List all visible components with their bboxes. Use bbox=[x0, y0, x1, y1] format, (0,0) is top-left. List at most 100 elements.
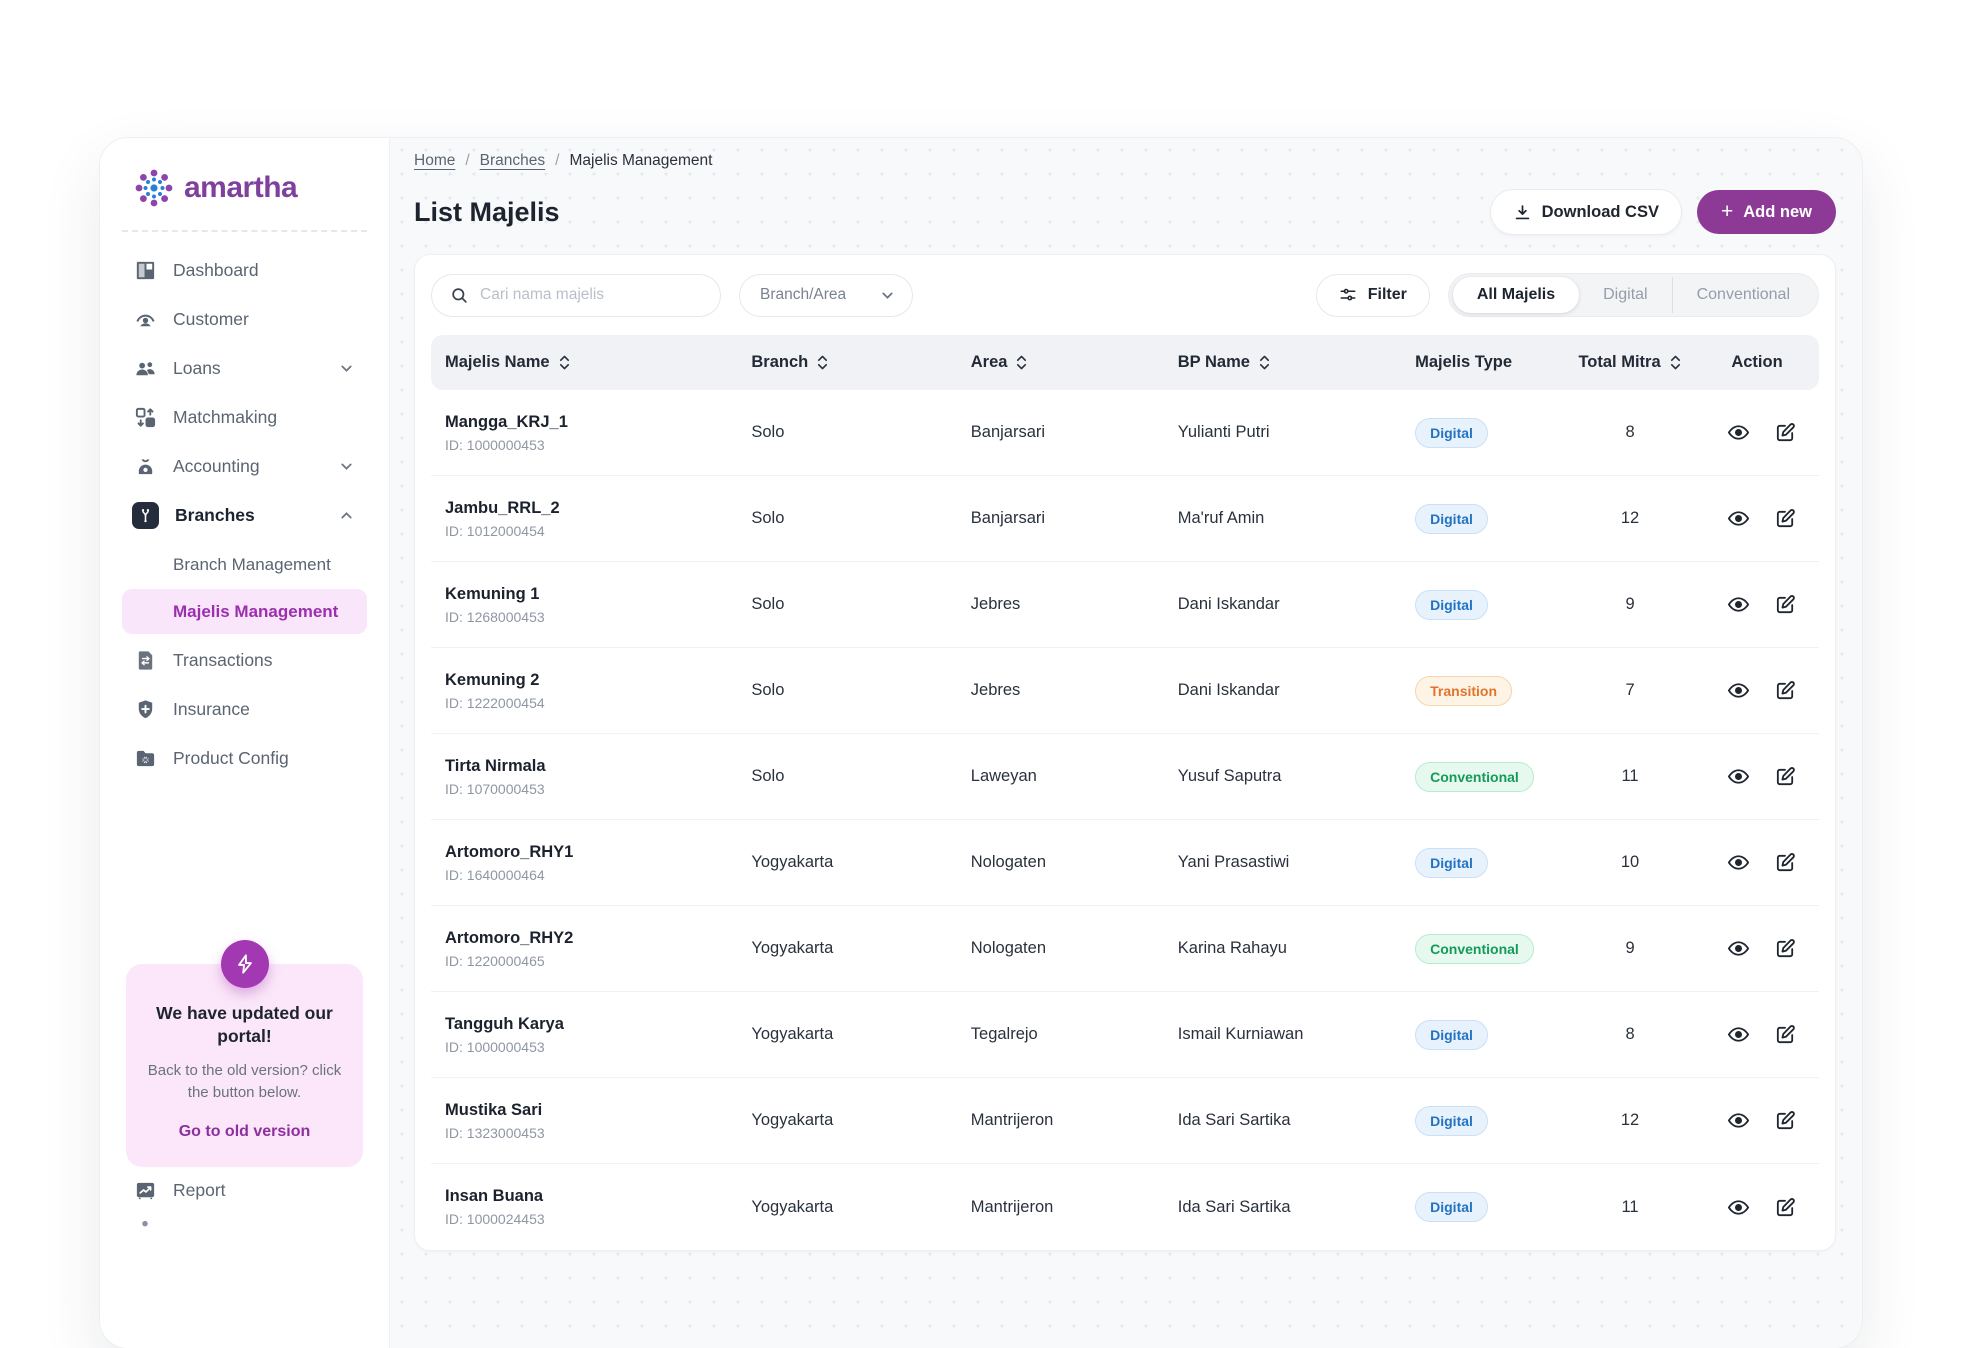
table-row[interactable]: Insan Buana ID: 1000024453 Yogyakarta Ma… bbox=[431, 1164, 1819, 1250]
accounting-icon bbox=[138, 459, 153, 475]
edit-icon[interactable] bbox=[1774, 851, 1797, 874]
filter-button[interactable]: Filter bbox=[1315, 273, 1430, 317]
sidebar-item-insurance[interactable]: Insurance bbox=[122, 685, 367, 734]
sidebar-subitem-majelis-management[interactable]: Majelis Management bbox=[122, 589, 367, 634]
cell-area: Mantrijeron bbox=[970, 1197, 1054, 1216]
cell-branch: Solo bbox=[751, 509, 785, 527]
cell-area: Banjarsari bbox=[970, 423, 1046, 441]
customer-icon bbox=[136, 314, 155, 327]
edit-icon[interactable] bbox=[1774, 1023, 1797, 1046]
search-box[interactable] bbox=[431, 273, 721, 317]
tab-all-majelis[interactable]: All Majelis bbox=[1452, 277, 1580, 313]
sidebar-item-partial[interactable] bbox=[134, 1220, 156, 1247]
majelis-id: ID: 1640000464 bbox=[445, 866, 545, 883]
view-icon[interactable] bbox=[1727, 507, 1750, 530]
view-icon[interactable] bbox=[1727, 937, 1750, 960]
cell-branch: Yogyakarta bbox=[751, 1111, 834, 1129]
table-row[interactable]: Kemuning 2 ID: 1222000454 Solo Jebres Da… bbox=[431, 648, 1819, 734]
sidebar-item-label: Customer bbox=[173, 309, 249, 329]
cell-total-mitra: 10 bbox=[1620, 853, 1640, 871]
sort-icon[interactable] bbox=[816, 354, 829, 371]
edit-icon[interactable] bbox=[1774, 507, 1797, 530]
edit-icon[interactable] bbox=[1774, 679, 1797, 702]
sort-icon[interactable] bbox=[1258, 354, 1271, 371]
filter-label: Filter bbox=[1367, 286, 1407, 303]
sidebar-item-transactions[interactable]: Transactions bbox=[122, 636, 367, 685]
sidebar-item-dashboard[interactable]: Dashboard bbox=[122, 246, 367, 295]
sidebar-item-customer[interactable]: Customer bbox=[122, 295, 367, 344]
view-icon[interactable] bbox=[1727, 1109, 1750, 1132]
col-area: Area bbox=[961, 353, 1168, 372]
table-row[interactable]: Tirta Nirmala ID: 1070000453 Solo Laweya… bbox=[431, 734, 1819, 820]
table-row[interactable]: Artomoro_RHY2 ID: 1220000465 Yogyakarta … bbox=[431, 906, 1819, 992]
view-icon[interactable] bbox=[1727, 765, 1750, 788]
cell-bp-name: Yani Prasastiwi bbox=[1177, 853, 1290, 871]
majelis-type-badge: Conventional bbox=[1415, 933, 1534, 964]
edit-icon[interactable] bbox=[1774, 1196, 1797, 1219]
view-icon[interactable] bbox=[1727, 679, 1750, 702]
majelis-type-badge: Digital bbox=[1415, 1192, 1488, 1222]
go-to-old-version-link[interactable]: Go to old version bbox=[178, 1122, 311, 1140]
tab-conventional[interactable]: Conventional bbox=[1671, 277, 1814, 313]
sidebar-subitem-branch-management[interactable]: Branch Management bbox=[122, 542, 367, 587]
sidebar-item-matchmaking[interactable]: Matchmaking bbox=[122, 393, 367, 442]
table-row[interactable]: Kemuning 1 ID: 1268000453 Solo Jebres Da… bbox=[431, 562, 1819, 648]
majelis-type-tabs: All Majelis Digital Conventional bbox=[1447, 273, 1819, 317]
download-csv-button[interactable]: Download CSV bbox=[1490, 190, 1681, 234]
table-row[interactable]: Tangguh Karya ID: 1000000453 Yogyakarta … bbox=[431, 992, 1819, 1078]
breadcrumb-branches[interactable]: Branches bbox=[479, 152, 546, 169]
edit-icon[interactable] bbox=[1774, 765, 1797, 788]
cell-majelis-type: Digital bbox=[1405, 503, 1561, 534]
sort-icon[interactable] bbox=[1015, 354, 1028, 371]
majelis-type-badge: Conventional bbox=[1415, 761, 1534, 792]
product-config-icon bbox=[136, 750, 155, 767]
cell-bp-name: Ismail Kurniawan bbox=[1177, 1025, 1304, 1043]
brand-logo: amartha bbox=[122, 168, 367, 208]
search-input[interactable] bbox=[480, 286, 702, 304]
sidebar-item-branches[interactable]: Branches bbox=[122, 491, 367, 540]
cell-branch: Solo bbox=[751, 681, 785, 699]
view-icon[interactable] bbox=[1727, 593, 1750, 616]
chevron-down-icon bbox=[341, 463, 352, 470]
edit-icon[interactable] bbox=[1774, 593, 1797, 616]
loans-icon bbox=[136, 362, 155, 376]
table-row[interactable]: Jambu_RRL_2 ID: 1012000454 Solo Banjarsa… bbox=[431, 476, 1819, 562]
sidebar-item-label: Branches bbox=[175, 505, 255, 525]
cell-actions bbox=[1699, 937, 1815, 960]
view-icon[interactable] bbox=[1727, 851, 1750, 874]
table-row[interactable]: Artomoro_RHY1 ID: 1640000464 Yogyakarta … bbox=[431, 820, 1819, 906]
sidebar-item-loans[interactable]: Loans bbox=[122, 344, 367, 393]
cell-total-mitra: 11 bbox=[1621, 767, 1639, 785]
table-row[interactable]: Mustika Sari ID: 1323000453 Yogyakarta M… bbox=[431, 1078, 1819, 1164]
edit-icon[interactable] bbox=[1774, 1109, 1797, 1132]
view-icon[interactable] bbox=[1727, 1023, 1750, 1046]
cell-total-mitra: 12 bbox=[1620, 1111, 1640, 1129]
cell-bp-name: Ida Sari Sartika bbox=[1177, 1111, 1291, 1129]
breadcrumb-home[interactable]: Home bbox=[414, 152, 456, 169]
majelis-id: ID: 1268000453 bbox=[445, 608, 545, 625]
sort-icon[interactable] bbox=[558, 354, 571, 371]
sidebar-item-report[interactable]: Report bbox=[122, 1166, 367, 1215]
table-row[interactable]: Mangga_KRJ_1 ID: 1000000453 Solo Banjars… bbox=[431, 390, 1819, 476]
cell-majelis-name: Tirta Nirmala ID: 1070000453 bbox=[435, 757, 741, 797]
sidebar-item-label: Matchmaking bbox=[173, 407, 278, 427]
view-icon[interactable] bbox=[1727, 1196, 1750, 1219]
sort-icon[interactable] bbox=[1669, 354, 1682, 371]
col-majelis-type: Majelis Type bbox=[1415, 353, 1513, 371]
sidebar-item-product-config[interactable]: Product Config bbox=[122, 734, 367, 783]
brand-name: amartha bbox=[184, 171, 298, 204]
cell-majelis-name: Jambu_RRL_2 ID: 1012000454 bbox=[435, 499, 741, 539]
branch-area-select[interactable]: Branch/Area bbox=[739, 273, 913, 317]
branch-area-label: Branch/Area bbox=[760, 286, 847, 303]
cell-area: Jebres bbox=[970, 681, 1021, 699]
tab-digital[interactable]: Digital bbox=[1603, 286, 1648, 303]
edit-icon[interactable] bbox=[1774, 937, 1797, 960]
cell-total-mitra: 11 bbox=[1621, 1197, 1639, 1216]
col-total-mitra: Total Mitra bbox=[1561, 353, 1699, 372]
add-new-button[interactable]: + Add new bbox=[1696, 190, 1836, 234]
sidebar-nav: Dashboard Customer Loans bbox=[122, 246, 367, 783]
edit-icon[interactable] bbox=[1774, 421, 1797, 444]
sidebar-item-accounting[interactable]: Accounting bbox=[122, 442, 367, 491]
view-icon[interactable] bbox=[1727, 421, 1750, 444]
transactions-icon bbox=[138, 651, 153, 670]
